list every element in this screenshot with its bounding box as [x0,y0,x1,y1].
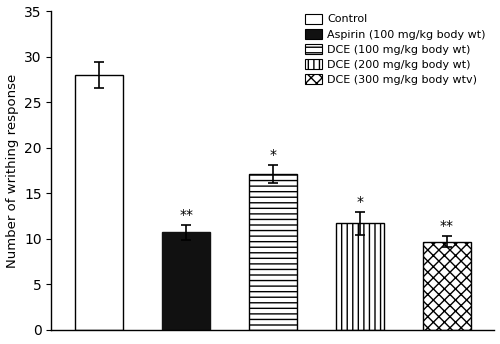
Text: *: * [356,195,364,209]
Bar [249,174,297,330]
Text: **: ** [440,219,454,233]
Y-axis label: Number of writhing response: Number of writhing response [6,73,18,268]
Text: *: * [270,148,276,162]
Bar [423,241,470,330]
Bar [336,223,384,330]
Legend: Control, Aspirin (100 mg/kg body wt), DCE (100 mg/kg body wt), DCE (200 mg/kg bo: Control, Aspirin (100 mg/kg body wt), DC… [302,10,489,88]
Bar [76,75,123,330]
Bar [162,233,210,330]
Text: **: ** [179,208,193,223]
